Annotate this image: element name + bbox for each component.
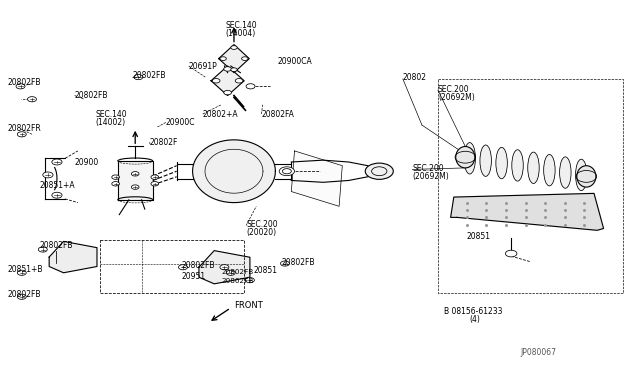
Circle shape — [112, 175, 120, 179]
Text: 20802FA: 20802FA — [261, 109, 294, 119]
Circle shape — [282, 169, 291, 174]
Text: 20802FB: 20802FB — [40, 241, 73, 250]
Circle shape — [52, 192, 62, 198]
Polygon shape — [211, 66, 244, 96]
Circle shape — [134, 74, 143, 80]
Circle shape — [212, 78, 220, 83]
Polygon shape — [291, 151, 342, 206]
Polygon shape — [199, 251, 250, 284]
Circle shape — [224, 90, 232, 95]
Circle shape — [43, 172, 53, 178]
Circle shape — [231, 68, 237, 71]
Circle shape — [246, 84, 255, 89]
Text: 20802FB: 20802FB — [132, 71, 166, 80]
Text: 20802FB: 20802FB — [182, 261, 215, 270]
Ellipse shape — [496, 147, 508, 179]
Text: 20851+A: 20851+A — [40, 182, 76, 190]
Text: 20802FB: 20802FB — [75, 91, 108, 100]
Ellipse shape — [456, 147, 475, 168]
Text: B 08156-61233: B 08156-61233 — [444, 307, 503, 316]
Text: 20802FB: 20802FB — [282, 258, 316, 267]
Circle shape — [17, 270, 26, 275]
Circle shape — [220, 264, 229, 270]
Text: 20802FB: 20802FB — [8, 78, 41, 87]
Text: (14004): (14004) — [226, 29, 256, 38]
Circle shape — [224, 67, 232, 71]
Text: 20802FB: 20802FB — [221, 269, 253, 275]
Polygon shape — [118, 161, 153, 200]
Circle shape — [17, 294, 26, 299]
Text: 20851: 20851 — [253, 266, 277, 275]
Ellipse shape — [480, 145, 492, 176]
Text: 20900C: 20900C — [166, 118, 195, 127]
Circle shape — [246, 278, 254, 283]
Text: SEC.140: SEC.140 — [95, 109, 127, 119]
Polygon shape — [193, 140, 275, 203]
Circle shape — [112, 182, 120, 186]
Text: (20692M): (20692M) — [412, 172, 449, 181]
Circle shape — [131, 171, 139, 176]
Circle shape — [231, 46, 237, 49]
Circle shape — [151, 175, 159, 179]
Text: SEC.200: SEC.200 — [412, 164, 444, 173]
Text: 20951: 20951 — [182, 272, 206, 281]
Circle shape — [16, 84, 25, 89]
Text: SEC.140: SEC.140 — [226, 21, 257, 30]
Ellipse shape — [543, 154, 555, 186]
Ellipse shape — [464, 142, 476, 174]
Circle shape — [279, 167, 294, 176]
Polygon shape — [49, 241, 97, 273]
Circle shape — [17, 132, 26, 137]
Text: 20802+A: 20802+A — [203, 109, 238, 119]
Polygon shape — [451, 193, 604, 230]
Text: 20851+B: 20851+B — [8, 264, 44, 273]
Text: 20802FB: 20802FB — [221, 278, 253, 284]
Text: FRONT: FRONT — [234, 301, 263, 311]
Text: 20802: 20802 — [403, 73, 427, 81]
Text: 20900: 20900 — [75, 157, 99, 167]
Circle shape — [506, 250, 517, 257]
Circle shape — [38, 247, 47, 252]
Text: (14002): (14002) — [95, 118, 125, 127]
Text: (20692M): (20692M) — [438, 93, 475, 102]
Circle shape — [28, 97, 36, 102]
Circle shape — [131, 185, 139, 189]
Polygon shape — [219, 45, 249, 73]
Ellipse shape — [528, 152, 540, 183]
Ellipse shape — [575, 159, 587, 190]
Text: SEC.200: SEC.200 — [246, 220, 278, 229]
Ellipse shape — [577, 166, 596, 187]
Text: (4): (4) — [470, 315, 481, 324]
Text: (20020): (20020) — [246, 228, 276, 237]
Text: 20851: 20851 — [467, 232, 491, 241]
Text: JP080067: JP080067 — [521, 349, 557, 357]
Circle shape — [52, 159, 62, 165]
Text: 20691P: 20691P — [189, 61, 218, 71]
Circle shape — [365, 163, 394, 179]
Circle shape — [151, 182, 159, 186]
Circle shape — [242, 57, 248, 61]
Text: 20802FR: 20802FR — [8, 124, 42, 133]
Text: SEC.200: SEC.200 — [438, 85, 470, 94]
Text: 20802FB: 20802FB — [8, 291, 41, 299]
Ellipse shape — [559, 157, 571, 188]
Circle shape — [236, 78, 243, 83]
Text: 20900CA: 20900CA — [278, 57, 313, 66]
Text: 20802F: 20802F — [149, 138, 177, 147]
Circle shape — [227, 270, 236, 275]
Circle shape — [280, 261, 289, 266]
Circle shape — [220, 57, 227, 61]
Ellipse shape — [512, 150, 524, 181]
Circle shape — [179, 264, 188, 270]
